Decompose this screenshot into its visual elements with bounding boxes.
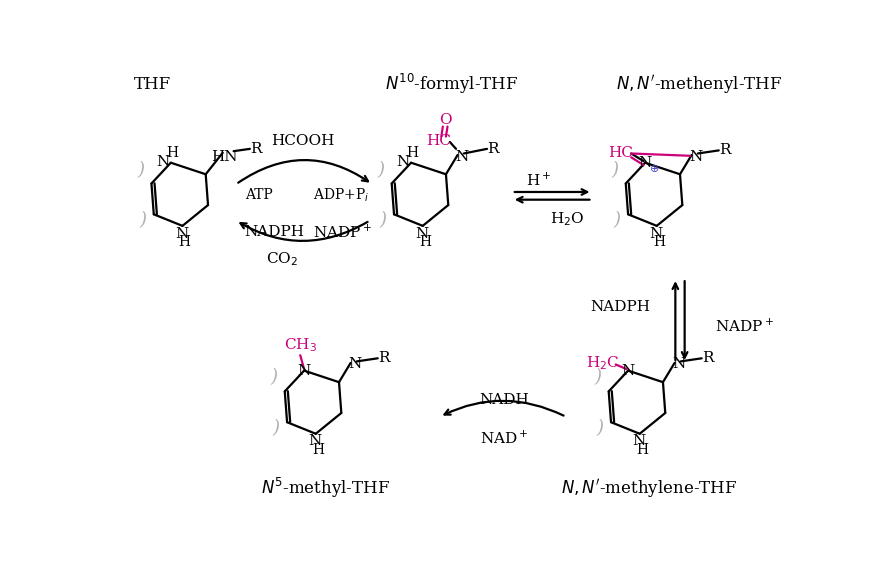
Text: R: R xyxy=(250,142,262,156)
Text: H: H xyxy=(407,146,419,161)
Text: ): ) xyxy=(270,369,277,387)
Text: N: N xyxy=(396,155,410,169)
Text: NAD$^+$: NAD$^+$ xyxy=(479,430,528,447)
Text: ATP: ATP xyxy=(245,188,273,202)
Text: ): ) xyxy=(614,212,621,230)
Text: N: N xyxy=(308,434,321,448)
Text: H$_2$O: H$_2$O xyxy=(550,210,585,228)
Text: NADP$^+$: NADP$^+$ xyxy=(715,317,774,335)
Text: N: N xyxy=(348,357,361,372)
Text: ): ) xyxy=(137,161,144,179)
Text: NADP$^+$: NADP$^+$ xyxy=(313,223,373,241)
Text: N: N xyxy=(632,434,645,448)
Text: ): ) xyxy=(273,420,280,437)
Text: N: N xyxy=(638,156,652,171)
Text: R: R xyxy=(702,351,713,365)
Text: H: H xyxy=(178,235,191,249)
Text: H: H xyxy=(166,146,178,161)
Text: R: R xyxy=(378,351,389,365)
Text: N: N xyxy=(298,364,311,379)
Text: NADH: NADH xyxy=(479,393,529,407)
Text: O: O xyxy=(439,113,451,127)
Text: N: N xyxy=(622,364,635,379)
Text: CO$_2$: CO$_2$ xyxy=(267,250,298,268)
Text: $N^{10}$-formyl-THF: $N^{10}$-formyl-THF xyxy=(385,72,518,96)
Text: R: R xyxy=(719,144,731,158)
Text: H$_2$C: H$_2$C xyxy=(585,354,619,372)
Text: N: N xyxy=(672,357,685,372)
Text: N: N xyxy=(649,227,662,241)
Text: H: H xyxy=(419,235,431,249)
Text: H: H xyxy=(636,443,648,457)
Text: ): ) xyxy=(140,212,147,230)
Text: ): ) xyxy=(380,212,387,230)
Text: $N,N'$-methenyl-THF: $N,N'$-methenyl-THF xyxy=(616,73,782,96)
Text: N: N xyxy=(689,149,702,163)
Text: ): ) xyxy=(611,161,618,179)
Text: $\oplus$: $\oplus$ xyxy=(649,163,660,175)
Text: THF: THF xyxy=(134,76,171,93)
Text: ): ) xyxy=(597,420,604,437)
Text: $N,N'$-methylene-THF: $N,N'$-methylene-THF xyxy=(561,477,737,500)
Text: HCOOH: HCOOH xyxy=(271,134,335,148)
Text: NADPH: NADPH xyxy=(245,225,305,239)
Text: H$^+$: H$^+$ xyxy=(526,172,552,189)
Text: ): ) xyxy=(377,161,384,179)
Text: N: N xyxy=(175,227,188,241)
Text: $N^{5}$-methyl-THF: $N^{5}$-methyl-THF xyxy=(261,476,390,500)
Text: N: N xyxy=(455,149,468,163)
Text: H: H xyxy=(653,235,665,249)
Text: HN: HN xyxy=(211,149,238,163)
Text: HC: HC xyxy=(426,134,450,148)
Text: N: N xyxy=(156,155,170,169)
Text: NADPH: NADPH xyxy=(590,301,650,315)
Text: R: R xyxy=(487,142,499,156)
Text: ): ) xyxy=(594,369,601,387)
Text: N: N xyxy=(415,227,428,241)
Text: H: H xyxy=(312,443,324,457)
Text: CH$_3$: CH$_3$ xyxy=(283,336,317,354)
Text: ADP+P$_i$: ADP+P$_i$ xyxy=(313,186,369,204)
Text: HC: HC xyxy=(608,146,633,161)
